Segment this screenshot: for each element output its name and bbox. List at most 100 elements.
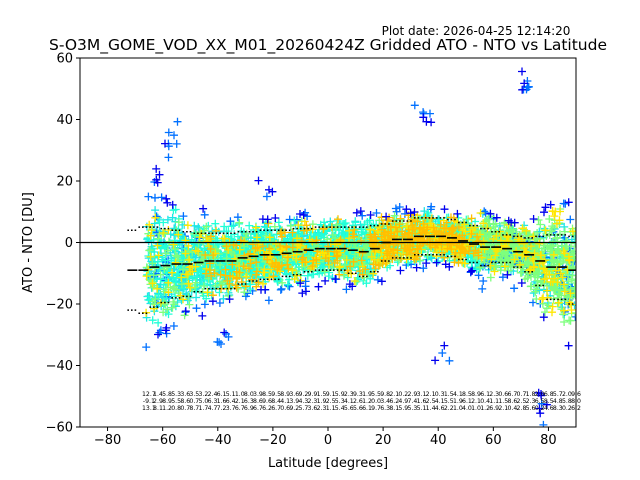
chart-title: S-O3M_GOME_VOD_XX_M01_20260424Z Gridded … (49, 36, 607, 55)
bin-stat-label: 8.6 (507, 398, 517, 405)
bin-stat-label: 0.6 (280, 405, 290, 412)
y-tick-label: 20 (56, 175, 73, 190)
bin-stat-label: 2.1 (389, 391, 399, 398)
scatter-marker-group (152, 67, 573, 418)
x-tick-label: 40 (430, 433, 447, 448)
bin-stat-label: 1.0 (235, 391, 245, 398)
bin-stat-label: 9.3 (353, 391, 363, 398)
bin-stat-label: 1.7 (198, 405, 208, 412)
bin-stat-label: 4.1 (344, 398, 354, 405)
bin-stat-label: 5.6 (526, 405, 536, 412)
bin-stat-label: 3.5 (189, 391, 199, 398)
bin-stat-label: 3.6 (289, 391, 299, 398)
bin-stat-label: 4.1 (280, 398, 290, 405)
bin-stat-label: 2.1 (498, 405, 508, 412)
bin-stat-label: 8.9 (162, 398, 172, 405)
bin-stat-label: 8.5 (262, 391, 272, 398)
bin-stat-label: 5.3 (335, 398, 345, 405)
bin-stat-label: 8.9 (280, 391, 290, 398)
bin-stat-label: 4.9 (398, 398, 408, 405)
bin-stat-label: 5.5 (444, 398, 454, 405)
bin-stat-label: 5.7 (298, 405, 308, 412)
bin-stat-label: 9.8 (380, 391, 390, 398)
bin-stat-label: 1.4 (426, 405, 436, 412)
bin-stat-label: 8.5 (462, 391, 472, 398)
x-tick-label: −20 (259, 433, 286, 448)
bin-stat-label: 1.0 (453, 405, 463, 412)
bin-stat-label: 0.0 (371, 398, 381, 405)
bin-stat-label: 0.2 (562, 405, 572, 412)
bin-stat-label: 6.2 (389, 398, 399, 405)
bin-stat-label: 3.1 (417, 391, 427, 398)
bin-stat-label: 1.9 (317, 398, 327, 405)
bin-stat-label: 9.2 (289, 405, 299, 412)
bin-stat-label: 0.7 (517, 391, 527, 398)
bin-stat-label: 5.5 (171, 398, 181, 405)
bin-stat-label: 4.7 (208, 405, 218, 412)
x-tick-label: −80 (94, 433, 121, 448)
bin-stats-layer (127, 217, 576, 314)
bin-stat-label: 6.5 (535, 398, 545, 405)
bin-stat-label: 8.6 (180, 398, 190, 405)
bin-stat-label: 3.4 (380, 398, 390, 405)
bin-stat-label: 8.3 (553, 405, 563, 412)
bin-stat-label: 2.6 (353, 398, 363, 405)
y-tick-label: 40 (56, 113, 73, 128)
bin-stat-label: 0.6 (498, 391, 508, 398)
bin-stat-label: 6.3 (208, 398, 218, 405)
bin-stat-label: 0.4 (507, 405, 517, 412)
bin-stat-label: 3.9 (289, 398, 299, 405)
bin-stat-label: 4.1 (453, 391, 463, 398)
bin-stat-label: 0.2 (398, 391, 408, 398)
bin-stat-label: 2.4 (208, 391, 218, 398)
x-tick-label: 20 (375, 433, 392, 448)
bin-stat-label: 2.1 (426, 391, 436, 398)
bin-stat-label: 0.2 (535, 405, 545, 412)
y-axis-label: ATO - NTO [DU] (21, 192, 36, 293)
bin-stat-label: 6.1 (480, 391, 490, 398)
bin-stat-label: 3.6 (180, 391, 190, 398)
bin-stat-label: 6.3 (380, 405, 390, 412)
bin-stat-label: 8.7 (189, 405, 199, 412)
y-tick-label: −40 (46, 359, 73, 374)
scatter-marker-group (201, 210, 483, 300)
bin-stat-label: 4.1 (435, 398, 445, 405)
bin-stat-label: 0.8 (171, 405, 181, 412)
x-tick-label: 0 (324, 433, 332, 448)
bin-stat-label: 0.7 (180, 405, 190, 412)
bin-stat-label: 4.0 (462, 405, 472, 412)
bin-stat-label: 5.1 (417, 405, 427, 412)
bin-stat-label: 1.2 (480, 405, 490, 412)
bin-stat-label: 12.7 (142, 391, 156, 398)
bin-stat-label: 2.3 (526, 398, 536, 405)
bin-stat-label: 2.1 (471, 398, 481, 405)
bin-stat-label: 2.5 (517, 398, 527, 405)
bin-stat-label: 2.2 (444, 405, 454, 412)
bin-stat-label: 4.6 (435, 405, 445, 412)
bin-stat-label: 1.2 (362, 398, 372, 405)
bin-stat-label: 6.3 (244, 398, 254, 405)
bin-stat-label: 6.7 (271, 405, 281, 412)
y-tick-label: 60 (56, 52, 73, 67)
bin-stat-label: 13.1 (142, 405, 156, 412)
bin-stat-label: 8.1 (389, 405, 399, 412)
bin-stat-label: 1.1 (489, 398, 499, 405)
x-axis-ticks: −80 −60 −40 −20 0 20 40 60 80 (94, 427, 557, 448)
bin-stat-label: 1.1 (326, 405, 336, 412)
bin-stat-label: 9.7 (371, 405, 381, 412)
bin-stat-label: 6.7 (253, 405, 263, 412)
bin-stat-label: 5.9 (398, 405, 408, 412)
bin-stat-label: 2.8 (517, 405, 527, 412)
bin-stat-label: 7.4 (408, 398, 418, 405)
bin-stat-label: 8.5 (544, 398, 554, 405)
bin-stat-label: 0.3 (435, 391, 445, 398)
bin-stat-label: 6.7 (235, 405, 245, 412)
bin-stat-label: 3.7 (226, 405, 236, 412)
bin-stat-label: 1.9 (362, 391, 372, 398)
y-tick-label: 0 (65, 236, 73, 251)
bin-stat-label: 1.9 (453, 398, 463, 405)
bin-stat-label: 2.1 (235, 398, 245, 405)
bin-stat-label: 2.0 (535, 391, 545, 398)
x-tick-label: 80 (540, 433, 557, 448)
